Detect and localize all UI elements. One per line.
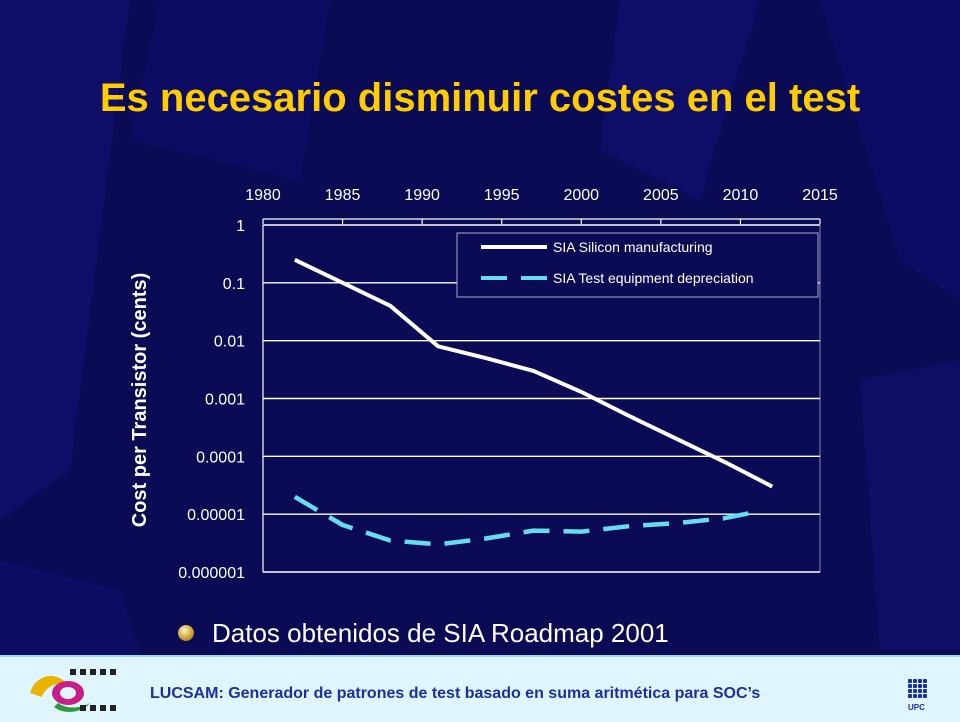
x-tick-label: 2000 — [563, 187, 599, 204]
y-tick-label: 0.00001 — [187, 507, 245, 524]
upc-logo-dot — [913, 689, 917, 693]
upc-logo-dot — [913, 694, 917, 698]
y-tick-label: 0.000001 — [178, 565, 245, 582]
y-tick-label: 1 — [236, 218, 245, 235]
series-line-test-equipment-depreciation — [293, 494, 757, 547]
upc-logo-dot — [923, 694, 927, 698]
upc-logo-dot — [918, 689, 922, 693]
y-axis-label: Cost per Transistor (cents) — [129, 273, 151, 528]
x-tick-label: 2005 — [643, 187, 679, 204]
x-tick-label: 2010 — [723, 187, 759, 204]
footer-bar: LUCSAM: Generador de patrones de test ba… — [0, 655, 960, 722]
upc-logo-dot — [908, 689, 912, 693]
y-tick-label: 0.001 — [205, 392, 245, 409]
y-tick-label: 0.1 — [223, 276, 245, 293]
upc-logo-dot — [923, 689, 927, 693]
legend-label: SIA Silicon manufacturing — [553, 239, 713, 255]
x-tick-label: 1980 — [245, 187, 281, 204]
upc-logo-dot — [908, 694, 912, 698]
upc-logo-dot — [913, 679, 917, 683]
x-tick-label: 1995 — [484, 187, 520, 204]
x-tick-label: 1985 — [325, 187, 361, 204]
series-line-silicon-manufacturing — [293, 257, 774, 489]
legend-box — [456, 232, 819, 298]
bullet-icon — [178, 625, 194, 642]
bullet-item: Datos obtenidos de SIA Roadmap 2001 — [178, 618, 669, 649]
lucsam-logo-icon — [30, 669, 116, 712]
upc-logo-dot — [918, 679, 922, 683]
upc-logo-dot — [908, 679, 912, 683]
x-tick-label: 1990 — [404, 187, 440, 204]
legend-label: SIA Test equipment depreciation — [553, 270, 754, 286]
footer-text: LUCSAM: Generador de patrones de test ba… — [150, 685, 761, 702]
bullet-text: Datos obtenidos de SIA Roadmap 2001 — [212, 618, 669, 648]
upc-logo-text: UPC — [908, 703, 925, 712]
slide-title: Es necesario disminuir costes en el test — [99, 76, 861, 120]
upc-logo-icon: UPC — [908, 679, 932, 715]
y-tick-label: 0.01 — [214, 334, 245, 351]
upc-logo-dot — [923, 684, 927, 688]
upc-logo-dot — [918, 694, 922, 698]
upc-logo-dot — [908, 684, 912, 688]
x-tick-label: 2015 — [802, 187, 838, 204]
y-tick-label: 0.0001 — [196, 449, 245, 466]
upc-logo-dot — [923, 679, 927, 683]
upc-logo-dot — [913, 684, 917, 688]
upc-logo-dot — [918, 684, 922, 688]
